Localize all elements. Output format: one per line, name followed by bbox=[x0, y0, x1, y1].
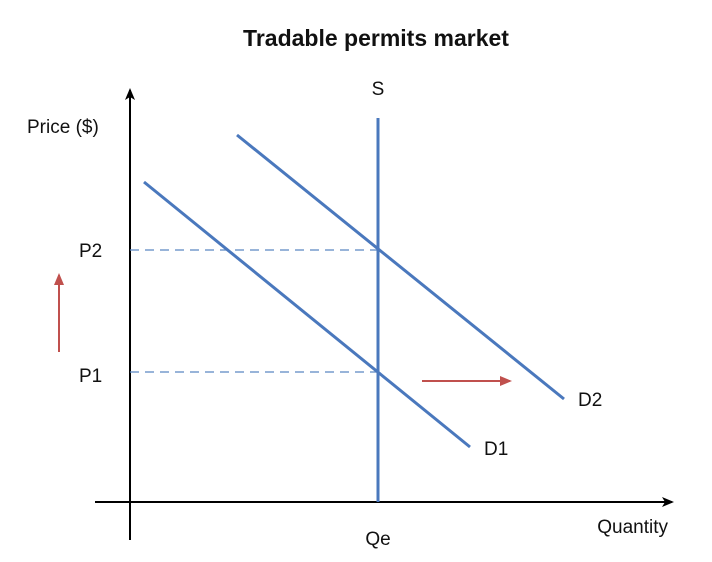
supply-label: S bbox=[372, 79, 385, 100]
qe-label: Qe bbox=[365, 529, 390, 550]
p1-label: P1 bbox=[79, 366, 102, 387]
d2-label: D2 bbox=[578, 390, 602, 411]
y-axis-label: Price ($) bbox=[27, 117, 99, 138]
p2-label: P2 bbox=[79, 241, 102, 262]
x-axis-label: Quantity bbox=[597, 517, 668, 538]
demand-curve-d1 bbox=[143, 180, 471, 449]
d1-label: D1 bbox=[484, 439, 508, 460]
diagram-title: Tradable permits market bbox=[243, 25, 509, 51]
demand-curve-d2 bbox=[236, 133, 565, 401]
